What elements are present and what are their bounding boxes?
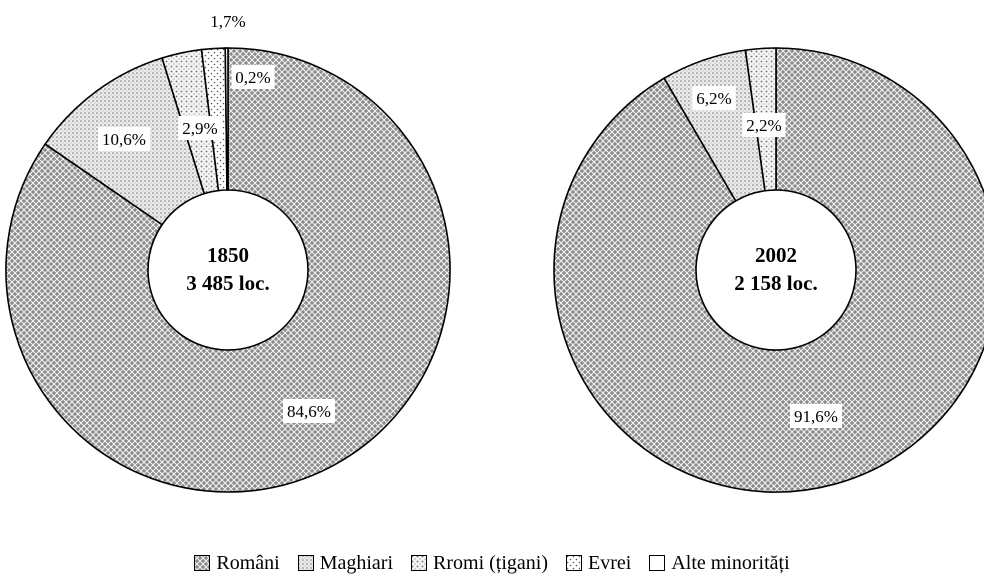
legend-swatch-maghiari <box>297 555 314 571</box>
legend-item-maghiari: Maghiari <box>297 551 394 575</box>
data-label-maghiari-1850: 10,6% <box>98 127 150 151</box>
svg-text:6,2%: 6,2% <box>696 89 731 108</box>
legend-item-evrei: Evrei <box>566 552 631 575</box>
svg-text:84,6%: 84,6% <box>287 402 331 421</box>
donut-chart-2002: 91,6% 6,2% 2,2% 2002 2 158 loc. <box>553 47 984 493</box>
legend-swatch-rromi <box>411 555 428 571</box>
center-label-line-1-2002: 2002 <box>755 243 797 267</box>
slice-romani-1850 <box>5 47 451 493</box>
slice-romani-2002 <box>553 47 984 493</box>
data-label-romani-2002: 91,6% <box>790 404 842 428</box>
donut-chart-1850: 84,6% 10,6% 2,9% 1,7% 0,2% 1850 3 485 loc. <box>5 9 451 493</box>
legend-swatch-romani <box>194 555 211 571</box>
slice-alte-minoritati-1850 <box>224 47 229 191</box>
donut-charts: 84,6% 10,6% 2,9% 1,7% 0,2% 1850 3 485 loc. 91,… <box>5 9 984 493</box>
legend-label-maghiari: Maghiari <box>319 551 394 574</box>
center-label-line-1-1850: 1850 <box>207 243 249 267</box>
svg-text:1,7%: 1,7% <box>210 12 245 31</box>
svg-text:2,2%: 2,2% <box>746 116 781 135</box>
legend-label-alte: Alte minorități <box>671 551 790 574</box>
legend-swatch-alte <box>649 555 666 571</box>
data-label-evrei-1850: 1,7% <box>206 9 250 33</box>
legend-item-romani: Români <box>194 551 280 575</box>
data-label-rromi-tigani-2002: 2,2% <box>742 113 786 137</box>
data-label-alte-minoritati-1850: 0,2% <box>231 65 275 89</box>
legend-swatch-evrei <box>566 555 582 571</box>
center-label-line-2-1850: 3 485 loc. <box>186 271 269 295</box>
svg-text:91,6%: 91,6% <box>794 407 838 426</box>
svg-text:10,6%: 10,6% <box>102 130 146 149</box>
data-label-romani-1850: 84,6% <box>283 399 335 423</box>
data-label-maghiari-2002: 6,2% <box>692 86 736 110</box>
legend-label-romani: Români <box>216 551 280 574</box>
legend-label-evrei: Evrei <box>588 551 632 574</box>
center-label-line-2-2002: 2 158 loc. <box>734 271 817 295</box>
legend-item-rromi: Rromi (țigani) <box>411 552 548 575</box>
svg-text:0,2%: 0,2% <box>235 68 270 87</box>
legend-item-alte: Alte minorități <box>649 551 790 575</box>
data-label-rromi-tigani-1850: 2,9% <box>178 116 222 140</box>
svg-text:2,9%: 2,9% <box>182 119 217 138</box>
legend-label-rromi: Rromi (țigani) <box>433 551 548 574</box>
legend: Români Maghiari Rromi (țigani) Evrei Alt… <box>0 548 984 578</box>
